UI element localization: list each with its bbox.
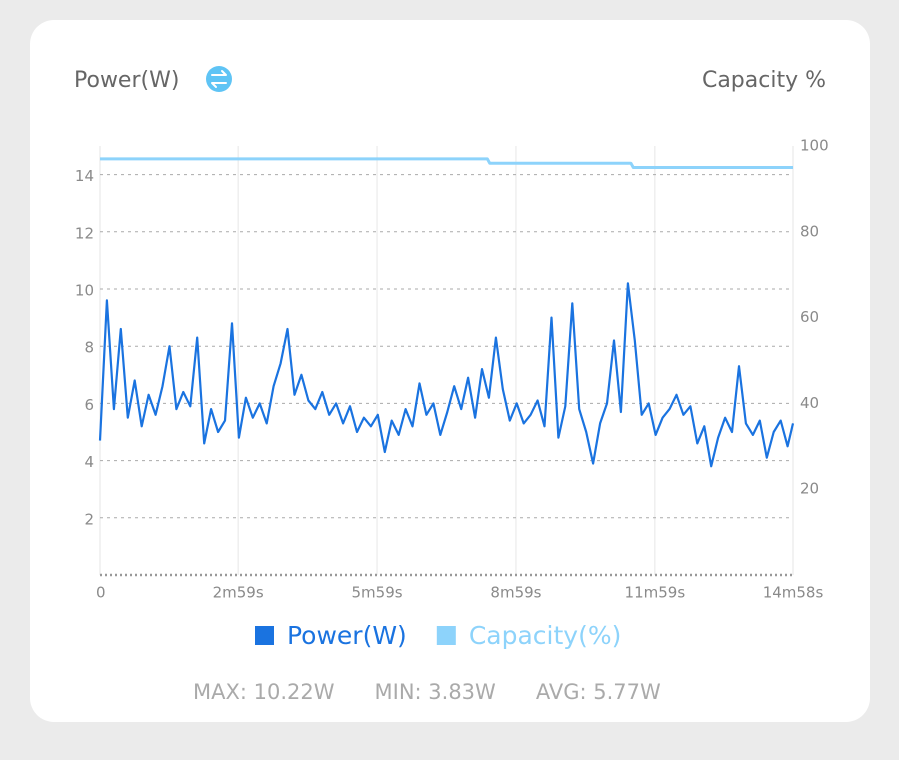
stat: AVG: 5.77W xyxy=(536,680,661,704)
series-line xyxy=(98,282,795,468)
series-line xyxy=(100,157,793,169)
left-title: Power(W) xyxy=(74,68,179,93)
y2-tick-label: 40 xyxy=(800,394,819,412)
right-title: Capacity % xyxy=(702,68,826,93)
y-tick-label: 8 xyxy=(84,339,94,357)
x-tick-label: 8m59s xyxy=(490,584,541,602)
y-tick-label: 10 xyxy=(75,282,94,300)
swap-icon[interactable] xyxy=(206,66,232,92)
x-tick-label: 2m59s xyxy=(213,584,264,602)
x-tick-label: 0 xyxy=(96,584,106,602)
stat: MIN: 3.83W xyxy=(375,680,497,704)
y2-tick-label: 100 xyxy=(800,137,829,155)
legend-label: Capacity(%) xyxy=(469,621,622,650)
legend-label: Power(W) xyxy=(287,621,407,650)
y-tick-label: 6 xyxy=(84,396,94,414)
y2-tick-label: 20 xyxy=(800,480,819,498)
legend-swatch xyxy=(436,626,456,645)
y-tick-label: 12 xyxy=(75,224,94,242)
x-tick-label: 14m58s xyxy=(763,584,824,602)
legend-swatch xyxy=(255,626,274,645)
y2-tick-label: 80 xyxy=(800,222,819,240)
y-tick-label: 14 xyxy=(75,167,94,185)
x-tick-label: 11m59s xyxy=(625,584,686,602)
card xyxy=(30,20,870,722)
y-tick-label: 2 xyxy=(84,510,94,528)
x-tick-label: 5m59s xyxy=(352,584,403,602)
y2-tick-label: 60 xyxy=(800,308,819,326)
stat: MAX: 10.22W xyxy=(193,680,335,704)
y-tick-label: 4 xyxy=(84,453,94,471)
